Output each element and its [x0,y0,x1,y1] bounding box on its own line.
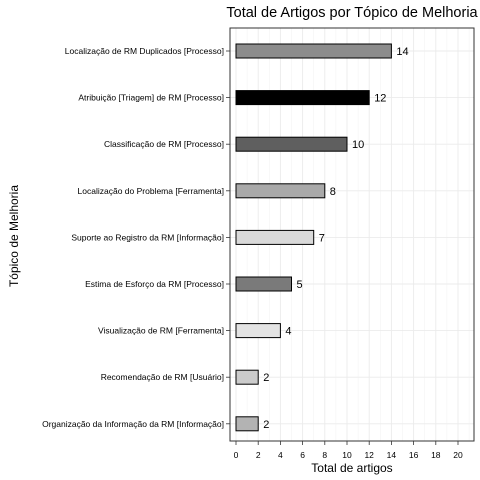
bar [235,416,259,432]
category-label: Estima de Esforço da RM [Processo] [85,279,224,289]
data-label: 4 [285,326,291,338]
category-label: Localização de RM Duplicados [Processo] [65,46,224,56]
bar [235,276,292,292]
category-label: Localização do Problema [Ferramenta] [78,186,224,196]
data-label: 8 [330,186,336,198]
chart-title: Total de Artigos por Tópico de Melhoria [226,5,478,21]
category-label: Visualização de RM [Ferramenta] [98,326,224,336]
category-label: Recomendação de RM [Usuário] [101,372,224,382]
bar [235,229,315,245]
x-tick-label: 8 [322,450,327,460]
x-tick-label: 4 [278,450,283,460]
bar [235,43,392,59]
plot-panel-border [229,27,475,442]
x-tick-label: 0 [234,450,239,460]
y-axis-title: Tópico de Melhoria [7,185,21,287]
category-label: Atribuição [Triagem] de RM [Processo] [78,93,224,103]
bar [235,136,348,152]
data-label: 12 [374,93,386,105]
category-label: Organização da Informação da RM [Informa… [42,419,224,429]
data-label: 14 [396,46,408,58]
data-label: 2 [263,419,269,431]
x-tick-label: 6 [300,450,305,460]
bar [235,323,281,339]
x-tick-label: 10 [342,450,352,460]
category-label: Classificação de RM [Processo] [104,139,224,149]
data-label: 10 [352,139,364,151]
x-tick-label: 14 [387,450,397,460]
x-tick-labels: 0 2 4 6 8 10 12 14 16 18 20 [234,441,463,460]
data-label: 5 [297,279,303,291]
bars [235,43,392,432]
category-label: Suporte ao Registro da RM [Informação] [71,232,224,242]
x-tick-label: 12 [364,450,374,460]
data-label: 7 [319,232,325,244]
data-labels: 14 12 10 8 7 5 4 2 2 [263,46,408,431]
x-tick-label: 16 [409,450,419,460]
bar [235,90,370,106]
x-tick-label: 2 [256,450,261,460]
bar [235,183,326,199]
category-labels: Localização de RM Duplicados [Processo] A… [42,46,230,429]
bar [235,369,259,385]
x-axis-title: Total de artigos [311,461,392,475]
data-label: 2 [263,372,269,384]
x-tick-label: 20 [453,450,463,460]
x-tick-label: 18 [431,450,441,460]
